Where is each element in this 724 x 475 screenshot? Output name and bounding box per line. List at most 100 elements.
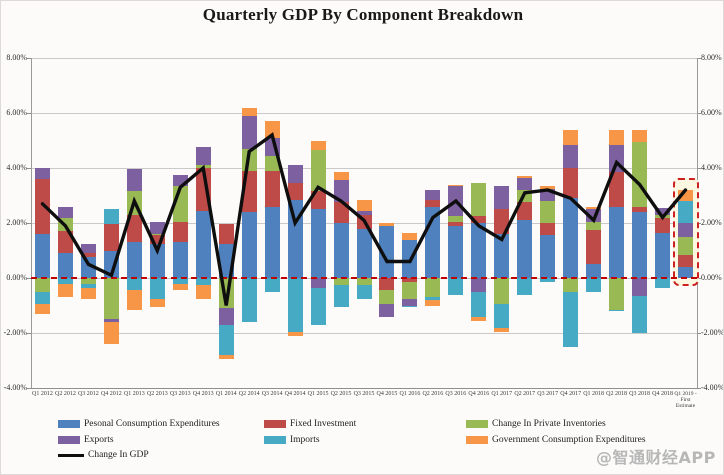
bar-segment: [34, 304, 50, 314]
y-axis-tick: [27, 58, 31, 59]
watermark: @智通财经APP: [596, 448, 716, 467]
legend-item-inventories: Change In Private Inventories: [466, 419, 606, 429]
bar-segment: [218, 308, 234, 325]
y-axis-tick: [697, 388, 701, 389]
legend-label: Exports: [84, 435, 114, 445]
x-axis-label: Q1 2018: [583, 391, 605, 397]
gridline: [31, 333, 697, 334]
y-axis-label-right: 2.00%: [701, 218, 722, 227]
x-axis-label: Q2 2015: [330, 391, 352, 397]
x-axis-label: Q1 2016: [399, 391, 421, 397]
y-axis-line: [31, 58, 32, 388]
bar-segment: [609, 309, 625, 311]
x-axis-label: Q2 2017: [514, 391, 536, 397]
y-axis-label-left: 0.00%: [6, 273, 27, 282]
x-axis-label: Q3 2018: [629, 391, 650, 397]
fixed-investment-swatch-icon: [264, 420, 286, 428]
y-axis-label-left: 2.00%: [6, 218, 27, 227]
legend-label: Pesonal Consumption Expenditures: [84, 419, 220, 429]
x-axis-label: Q4 2016: [468, 391, 490, 397]
gdp-line-swatch-icon: [58, 453, 84, 457]
y-axis-label-left: -4.00%: [3, 383, 27, 392]
bar-segment: [287, 331, 303, 336]
inventories-swatch-icon: [466, 420, 488, 428]
x-axis-label: Q4 2012: [100, 391, 122, 397]
chart-title: Quarterly GDP By Component Breakdown: [202, 5, 524, 24]
legend-item-fixed-investment: Fixed Investment: [264, 419, 356, 429]
x-axis-label: Q2 2018: [606, 391, 628, 397]
bar-segment: [103, 322, 119, 344]
x-axis-label: Q4 2018: [652, 391, 673, 397]
y-axis-tick: [697, 168, 701, 169]
legend-label: Imports: [290, 435, 320, 445]
y-axis-label-right: -2.00%: [701, 328, 724, 337]
y-axis-tick: [27, 278, 31, 279]
bar-segment: [103, 319, 119, 322]
pce-swatch-icon: [58, 420, 80, 428]
x-axis-label: Q3 2012: [77, 391, 99, 397]
legend-item-exports: Exports: [58, 435, 114, 445]
legend-label: Government Consumption Expenditures: [492, 435, 646, 445]
y-axis-tick: [27, 113, 31, 114]
bar-segment: [402, 305, 418, 307]
y-axis-tick: [27, 333, 31, 334]
bar-segment: [218, 324, 234, 355]
y-axis-tick: [697, 58, 701, 59]
legend-label: Change In GDP: [88, 450, 149, 460]
gridline: [31, 58, 697, 59]
bar-segment: [494, 327, 510, 332]
x-axis-label: Q3 2016: [445, 391, 467, 397]
x-axis-label: Q1 2013: [123, 391, 145, 397]
x-axis-label: Q1 2014: [215, 391, 237, 397]
gridline: [31, 113, 697, 114]
legend-item-pce: Pesonal Consumption Expenditures: [58, 419, 220, 429]
bar-segment: [379, 304, 395, 317]
x-axis-label: Q2 2014: [238, 391, 260, 397]
y-axis-label-left: -2.00%: [3, 328, 27, 337]
x-axis-label: Q4 2013: [192, 391, 214, 397]
bar-segment: [471, 316, 487, 321]
x-axis-label: Q2 2016: [422, 391, 444, 397]
y-axis-label-right: 0.00%: [701, 273, 722, 282]
y-axis-label-right: 6.00%: [701, 108, 722, 117]
bar-segment: [218, 355, 234, 360]
x-axis-label: Q1 2019 - First Estimate: [674, 391, 697, 410]
x-axis-label: Q3 2013: [169, 391, 191, 397]
y-axis-tick: [27, 168, 31, 169]
x-axis-label: Q4 2017: [560, 391, 582, 397]
x-axis-label: Q4 2014: [284, 391, 306, 397]
x-axis-label: Q2 2013: [146, 391, 168, 397]
y-axis-label-left: 4.00%: [6, 163, 27, 172]
x-axis-label: Q4 2015: [376, 391, 398, 397]
legend-label: Change In Private Inventories: [492, 419, 606, 429]
imports-swatch-icon: [264, 436, 286, 444]
bar-segment: [494, 304, 510, 328]
x-axis-label: Q1 2012: [32, 391, 53, 397]
y-axis-label-right: 4.00%: [701, 163, 722, 172]
y-axis-tick: [697, 333, 701, 334]
x-axis-label: Q1 2015: [307, 391, 329, 397]
y-axis-label-left: 6.00%: [6, 108, 27, 117]
legend-item-imports: Imports: [264, 435, 320, 445]
y-axis-label-left: 8.00%: [6, 53, 27, 62]
legend-label: Fixed Investment: [290, 419, 357, 429]
exports-swatch-icon: [58, 436, 80, 444]
y-axis-tick: [697, 223, 701, 224]
legend-item-change-in-gdp: Change In GDP: [58, 450, 149, 460]
government-swatch-icon: [466, 436, 488, 444]
y-axis-tick: [697, 113, 701, 114]
gridline: [31, 388, 697, 389]
x-axis-label: Q2 2012: [55, 391, 76, 397]
x-axis-label: Q3 2014: [261, 391, 283, 397]
bar-segment: [241, 107, 257, 116]
y-axis-tick: [697, 278, 701, 279]
legend-item-government: Government Consumption Expenditures: [466, 435, 646, 445]
y-axis-label-right: 8.00%: [701, 53, 722, 62]
y-axis-label-right: -4.00%: [701, 383, 724, 392]
x-axis-label: Q3 2017: [537, 391, 559, 397]
y-axis-tick: [27, 223, 31, 224]
y-axis-tick: [27, 388, 31, 389]
x-axis-label: Q3 2015: [353, 391, 375, 397]
